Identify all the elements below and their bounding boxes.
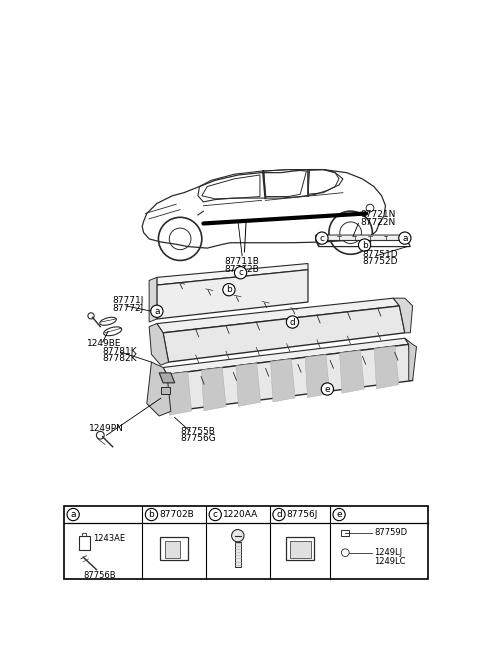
Bar xyxy=(161,387,170,394)
Text: a: a xyxy=(154,307,160,316)
Polygon shape xyxy=(393,298,413,333)
Text: 1249LC: 1249LC xyxy=(374,558,406,566)
Text: c: c xyxy=(320,234,324,243)
Text: c: c xyxy=(213,510,218,519)
Polygon shape xyxy=(157,264,308,285)
Circle shape xyxy=(232,529,244,542)
Text: 1220AA: 1220AA xyxy=(223,510,258,519)
Text: d: d xyxy=(276,510,282,519)
Polygon shape xyxy=(340,350,364,393)
Text: e: e xyxy=(324,384,330,394)
Text: 87759D: 87759D xyxy=(374,528,407,537)
Text: c: c xyxy=(238,268,243,277)
Text: 87771J: 87771J xyxy=(113,296,144,305)
Bar xyxy=(160,537,188,560)
Text: 87772J: 87772J xyxy=(113,304,144,312)
Text: 87755B: 87755B xyxy=(180,427,215,436)
Polygon shape xyxy=(167,344,413,411)
Text: a: a xyxy=(402,234,408,243)
Text: 87782K: 87782K xyxy=(103,354,137,363)
Text: e: e xyxy=(336,510,342,519)
Polygon shape xyxy=(202,367,226,411)
Text: 87781K: 87781K xyxy=(103,346,137,356)
Text: a: a xyxy=(71,510,76,519)
Bar xyxy=(79,536,90,550)
Text: b: b xyxy=(149,510,155,519)
Bar xyxy=(286,537,313,560)
Polygon shape xyxy=(149,277,157,322)
Text: 87752D: 87752D xyxy=(362,257,398,266)
Polygon shape xyxy=(316,235,319,247)
Polygon shape xyxy=(147,362,171,416)
Polygon shape xyxy=(157,298,399,333)
Text: 1243AE: 1243AE xyxy=(93,534,125,543)
Polygon shape xyxy=(316,235,410,240)
Polygon shape xyxy=(163,338,409,375)
Text: d: d xyxy=(289,318,295,327)
Text: 87722N: 87722N xyxy=(360,218,396,226)
Text: 1249LJ: 1249LJ xyxy=(374,548,402,557)
Text: 87756B: 87756B xyxy=(83,571,116,581)
Bar xyxy=(165,541,180,558)
Bar xyxy=(64,506,428,579)
Text: 87711B: 87711B xyxy=(225,257,260,266)
Polygon shape xyxy=(149,323,168,365)
Text: 87751D: 87751D xyxy=(362,250,398,258)
Bar xyxy=(290,541,311,558)
Text: 87702B: 87702B xyxy=(159,510,194,519)
Text: b: b xyxy=(226,285,232,294)
Bar xyxy=(341,529,349,536)
Polygon shape xyxy=(167,372,192,415)
Polygon shape xyxy=(405,338,417,380)
Polygon shape xyxy=(159,373,175,383)
Text: 87756G: 87756G xyxy=(180,434,216,443)
Polygon shape xyxy=(236,363,261,407)
Text: 87721N: 87721N xyxy=(360,210,396,219)
Text: b: b xyxy=(362,241,368,249)
Bar xyxy=(235,542,241,567)
Polygon shape xyxy=(374,346,399,389)
Polygon shape xyxy=(157,270,308,319)
Polygon shape xyxy=(271,359,295,402)
Polygon shape xyxy=(305,355,330,398)
Bar xyxy=(82,533,86,537)
Text: 87756J: 87756J xyxy=(287,510,318,519)
Text: 87712B: 87712B xyxy=(225,265,260,274)
Polygon shape xyxy=(163,306,405,362)
Text: 1249BE: 1249BE xyxy=(87,339,121,348)
Text: 1249PN: 1249PN xyxy=(89,424,124,433)
